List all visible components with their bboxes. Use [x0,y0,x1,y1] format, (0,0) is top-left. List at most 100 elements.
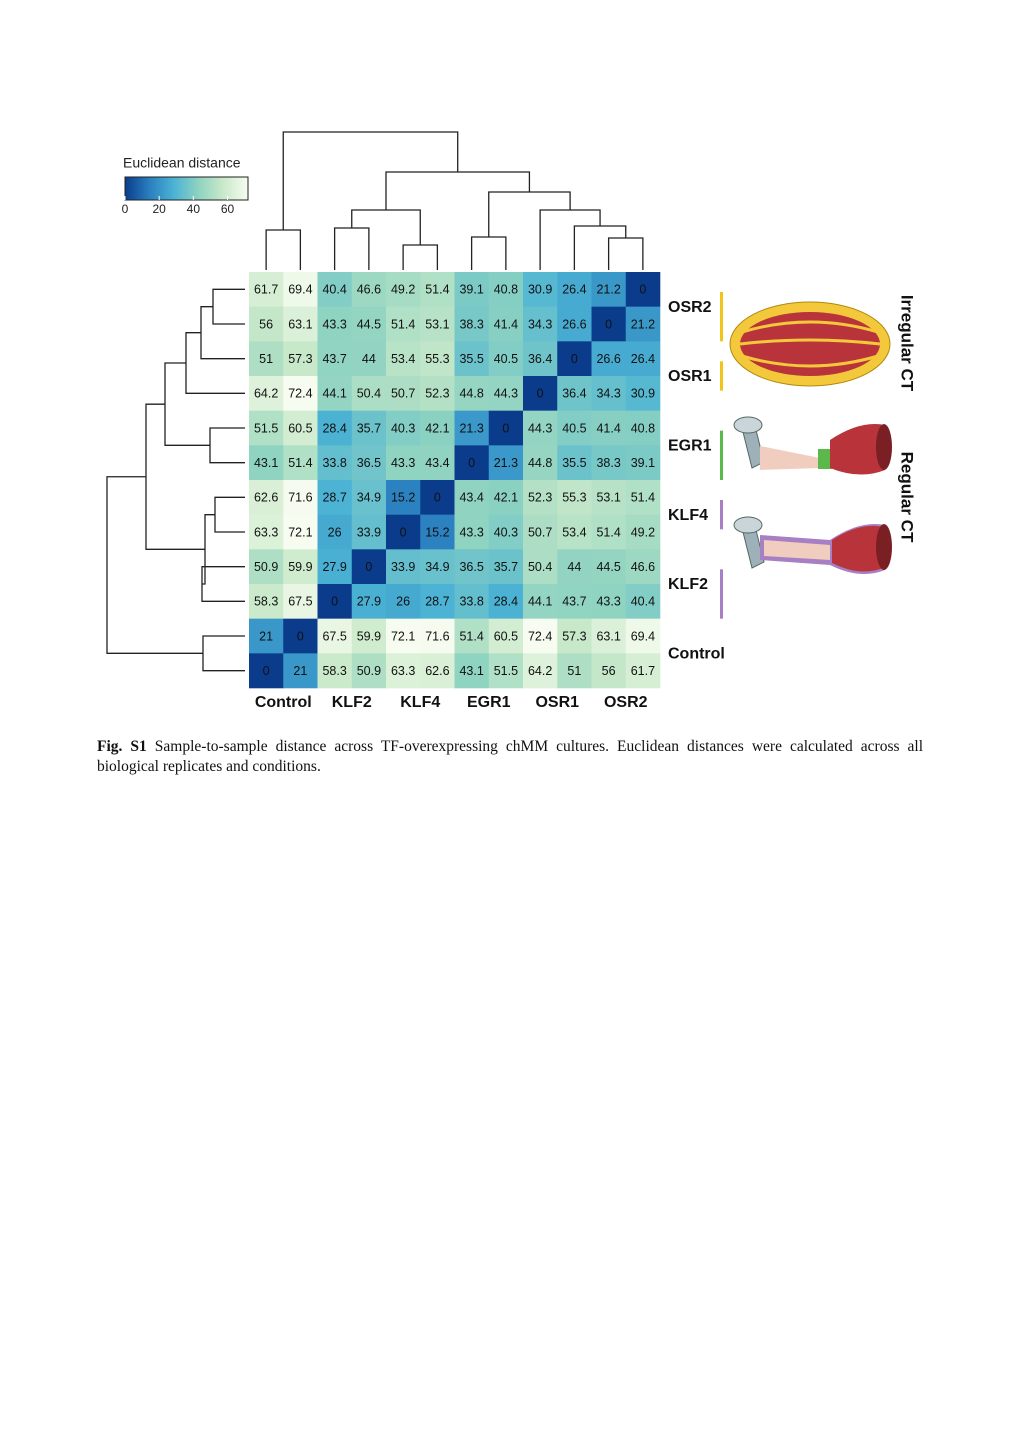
side-label: Regular CT [898,452,917,543]
cell-label: 0 [537,387,544,401]
column-label: Control [255,694,312,711]
dendrogram-branch [333,227,370,270]
heat-cell [351,618,387,654]
dendrogram-branch [201,566,245,602]
cell-label: 40.3 [494,525,518,539]
cell-label: 43.3 [322,317,346,331]
heat-cell [386,341,421,377]
heat-cell [454,584,490,619]
cell-label: 44 [362,352,376,366]
heat-cell [523,584,558,619]
dendrogram-branch [209,427,245,464]
dendrogram-branch [202,514,215,585]
heat-cell [283,618,318,654]
cell-label: 63.1 [288,317,312,331]
heat-cell [351,514,387,550]
heat-cell [488,618,524,654]
cell-label: 41.4 [494,317,518,331]
cell-label: 35.7 [494,560,518,574]
column-label: KLF4 [400,694,440,711]
cell-label: 72.4 [288,387,312,401]
heat-cell [249,480,284,515]
heat-cell [249,272,284,307]
cell-label: 41.4 [596,421,620,435]
cell-label: 28.7 [425,595,449,609]
heat-cell [625,272,661,307]
cell-label: 53.1 [425,317,449,331]
heat-cell [523,480,558,515]
heat-cell [283,306,318,342]
row-label: KLF2 [668,576,708,593]
cell-label: 33.8 [459,595,483,609]
dendrogram-branch [265,229,302,270]
heat-cell [249,445,284,481]
heat-cell [283,549,318,585]
cell-label: 43.7 [562,595,586,609]
heat-cell [454,410,490,446]
heat-cell [249,410,284,446]
heat-cell [625,341,661,377]
cell-label: 55.3 [425,352,449,366]
cell-label: 0 [571,352,578,366]
heat-cell [351,549,387,585]
cell-label: 15.2 [391,491,415,505]
heat-cell [488,514,524,550]
heat-cell [523,445,558,481]
heat-cell [283,376,318,411]
legend-title: Euclidean distance [123,155,241,171]
heat-cell [420,549,455,585]
caption-text: Sample-to-sample distance across TF-over… [97,738,923,775]
cell-label: 60.5 [494,629,518,643]
cell-label: 35.7 [357,421,381,435]
cell-label: 36.5 [459,560,483,574]
cell-label: 69.4 [288,283,312,297]
heat-cell [386,410,421,446]
dendrogram-branch [214,496,245,533]
figure: 61.7 69.4 40.4 46.6 49.2 51.4 39.1 40.8 30.9 26.4… [106,131,917,711]
cell-label: 0 [331,595,338,609]
heat-cell [523,549,558,585]
row-label: OSR2 [668,299,712,316]
heat-cell [523,618,558,654]
cell-label: 36.4 [562,387,586,401]
heat-cell [317,341,353,377]
heat-cell [420,272,455,307]
heat-cell [591,653,627,689]
cell-label: 38.3 [459,317,483,331]
heat-cell [351,376,387,411]
heat-cell [625,653,661,689]
cell-label: 42.1 [494,491,518,505]
dendrogram-branch [573,225,627,270]
heat-cell [420,514,455,550]
heat-cell [317,549,353,585]
cell-label: 51.4 [631,491,655,505]
cell-label: 0 [297,629,304,643]
heat-cell [454,480,490,515]
heat-cell [386,376,421,411]
cell-label: 33.8 [322,456,346,470]
cell-label: 55.3 [562,491,586,505]
group-bar [720,292,723,342]
heat-cell [557,306,592,342]
column-label: OSR1 [535,694,579,711]
cell-label: 51.4 [425,283,449,297]
heat-cell [249,618,284,654]
cell-label: 62.6 [425,664,449,678]
cell-label: 46.6 [631,560,655,574]
cell-label: 53.4 [562,525,586,539]
heat-cell [317,376,353,411]
cell-label: 44.1 [528,595,552,609]
heat-cell [386,653,421,689]
heat-cell [523,410,558,446]
cell-label: 26 [396,595,410,609]
heat-cell [454,445,490,481]
heat-cell [557,480,592,515]
heat-cell [591,584,627,619]
cell-label: 69.4 [631,629,655,643]
cell-label: 52.3 [425,387,449,401]
cell-label: 44.3 [528,421,552,435]
cell-label: 21.3 [494,456,518,470]
heat-cell [454,306,490,342]
cell-label: 51 [259,352,273,366]
heat-cell [351,272,387,307]
